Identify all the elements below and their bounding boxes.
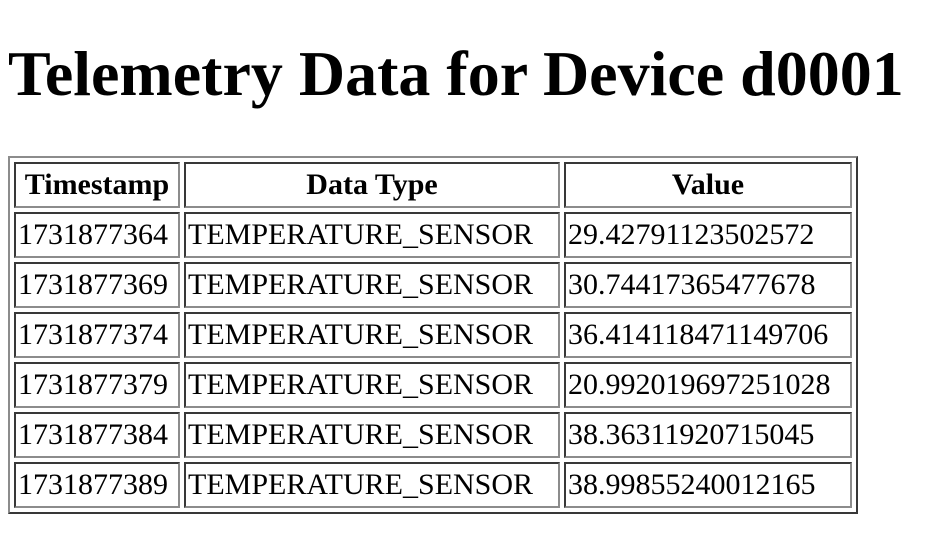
table-row: 1731877374 TEMPERATURE_SENSOR 36.4141184… (14, 312, 852, 358)
cell-value: 36.414118471149706 (564, 312, 852, 358)
cell-data-type: TEMPERATURE_SENSOR (184, 312, 560, 358)
cell-value: 29.42791123502572 (564, 212, 852, 258)
telemetry-table: Timestamp Data Type Value 1731877364 TEM… (8, 156, 858, 514)
table-body: 1731877364 TEMPERATURE_SENSOR 29.4279112… (14, 212, 852, 508)
cell-timestamp: 1731877379 (14, 362, 180, 408)
table-row: 1731877364 TEMPERATURE_SENSOR 29.4279112… (14, 212, 852, 258)
cell-data-type: TEMPERATURE_SENSOR (184, 362, 560, 408)
table-header: Timestamp Data Type Value (14, 162, 852, 208)
cell-timestamp: 1731877389 (14, 462, 180, 508)
cell-data-type: TEMPERATURE_SENSOR (184, 262, 560, 308)
page-title: Telemetry Data for Device d0001 (8, 38, 904, 109)
cell-value: 30.74417365477678 (564, 262, 852, 308)
header-data-type: Data Type (184, 162, 560, 208)
cell-timestamp: 1731877384 (14, 412, 180, 458)
table-row: 1731877379 TEMPERATURE_SENSOR 20.9920196… (14, 362, 852, 408)
cell-data-type: TEMPERATURE_SENSOR (184, 462, 560, 508)
cell-value: 38.99855240012165 (564, 462, 852, 508)
table-row: 1731877389 TEMPERATURE_SENSOR 38.9985524… (14, 462, 852, 508)
cell-timestamp: 1731877364 (14, 212, 180, 258)
cell-data-type: TEMPERATURE_SENSOR (184, 412, 560, 458)
cell-value: 20.992019697251028 (564, 362, 852, 408)
cell-timestamp: 1731877369 (14, 262, 180, 308)
cell-value: 38.36311920715045 (564, 412, 852, 458)
cell-timestamp: 1731877374 (14, 312, 180, 358)
header-timestamp: Timestamp (14, 162, 180, 208)
header-row: Timestamp Data Type Value (14, 162, 852, 208)
table-row: 1731877369 TEMPERATURE_SENSOR 30.7441736… (14, 262, 852, 308)
cell-data-type: TEMPERATURE_SENSOR (184, 212, 560, 258)
table-row: 1731877384 TEMPERATURE_SENSOR 38.3631192… (14, 412, 852, 458)
header-value: Value (564, 162, 852, 208)
